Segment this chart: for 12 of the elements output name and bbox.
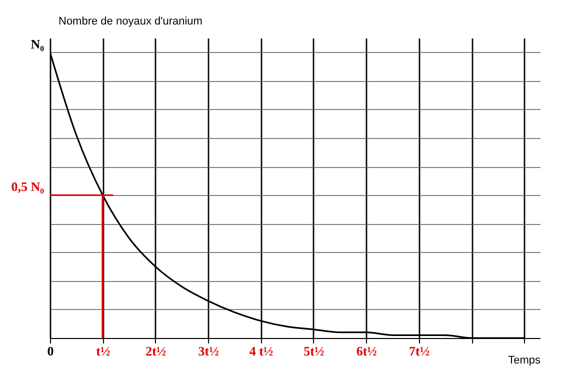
annotation: N₀ [30,36,44,52]
x-tick-label: 7t½ [409,344,430,358]
x-tick-label: 3t½ [198,344,220,358]
x-tick-label: 4 t½ [249,344,274,358]
annotation: 0,5 N₀ [11,179,44,194]
x-tick-label: 6t½ [356,344,378,358]
x-tick-label: 2t½ [146,344,166,358]
x-tick-label: 5t½ [304,344,324,358]
x-axis-title: Temps [508,354,541,366]
y-axis-title: Nombre de noyaux d'uranium [58,16,202,28]
x-tick-label: 0 [47,344,54,358]
x-tick-label: t½ [96,344,110,358]
